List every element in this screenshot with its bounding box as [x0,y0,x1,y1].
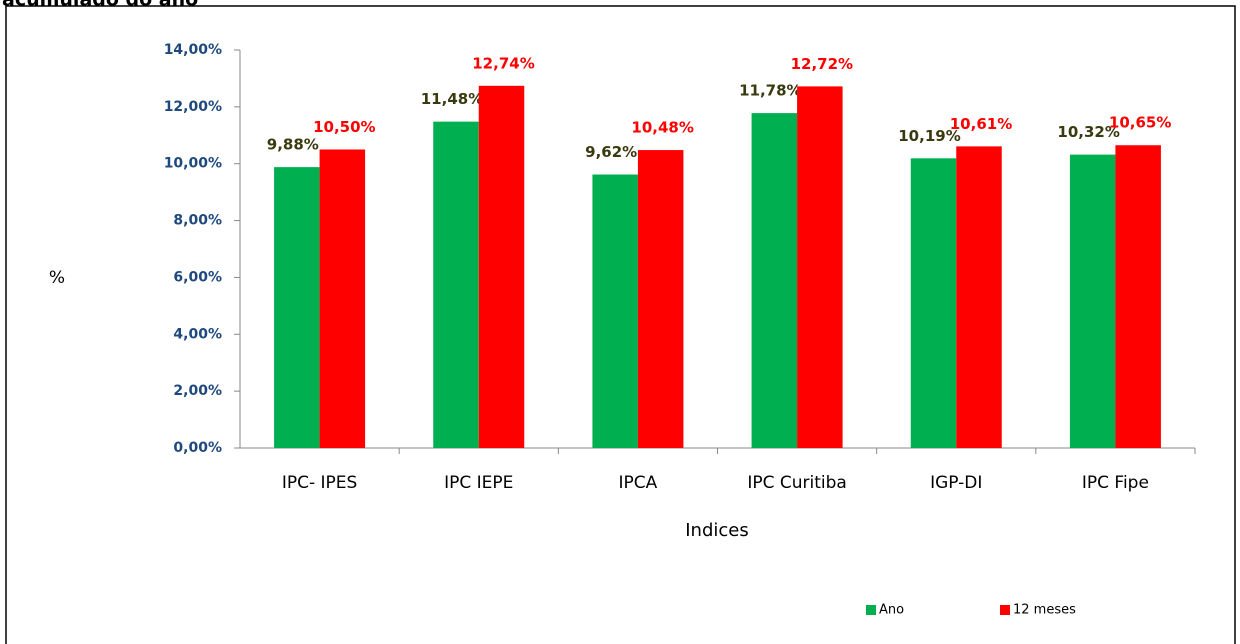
frame [5,5,1236,644]
x-tick-label: IPC IEPE [444,473,513,493]
bar [592,174,638,448]
y-tick-label: 4,00% [173,326,222,342]
bar [910,158,957,448]
bar [274,167,320,448]
y-axis-label: % [49,268,65,288]
value-label: 11,48% [421,90,483,108]
y-tick-label: 12,00% [164,99,222,115]
bar [319,149,366,448]
x-tick-label: IPCA [619,473,658,493]
y-tick-label: 0,00% [173,440,222,456]
y-tick-label: 8,00% [173,213,222,229]
value-label: 10,48% [631,119,693,137]
value-label: 10,65% [1109,114,1171,132]
bar [956,146,1002,448]
value-label: 12,74% [472,54,534,72]
x-tick-label: IPC- IPES [282,473,357,493]
x-tick-label: IGP-DI [930,473,982,493]
legend-swatch [1000,605,1010,615]
y-tick-label: 6,00% [173,269,222,285]
y-tick-label: 10,00% [164,156,222,172]
value-label: 9,62% [585,143,637,161]
legend-swatch [866,605,876,615]
value-label: 12,72% [791,55,853,73]
value-label: 11,78% [739,82,801,100]
x-tick-label: IPC Curitiba [747,473,847,493]
y-tick-label: 14,00% [164,42,222,58]
value-label: 10,19% [898,127,960,145]
legend-label: Ano [879,603,904,618]
x-tick-label: IPC Fipe [1082,473,1149,493]
value-label: 9,88% [267,136,319,154]
x-axis-label: Indices [685,520,749,541]
bar [751,113,798,449]
bar [637,150,684,448]
legend-label: 12 meses [1013,603,1076,618]
y-tick-label: 2,00% [173,383,222,399]
bar [1115,145,1161,448]
value-label: 10,32% [1057,123,1119,141]
bar [1069,154,1116,449]
value-label: 10,50% [313,118,375,136]
bar [433,121,479,448]
bar [478,85,525,448]
chart-title: acumulado do ano [2,0,198,11]
value-label: 10,61% [950,115,1012,133]
bar [797,86,843,448]
